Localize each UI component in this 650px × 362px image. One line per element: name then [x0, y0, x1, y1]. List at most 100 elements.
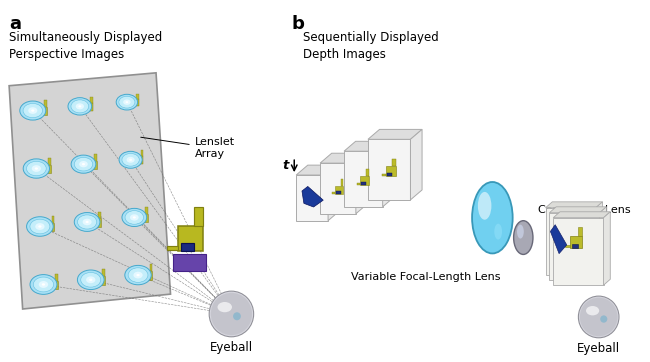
- Polygon shape: [328, 165, 340, 221]
- Ellipse shape: [71, 155, 96, 173]
- Polygon shape: [549, 207, 606, 213]
- Ellipse shape: [77, 215, 97, 229]
- Ellipse shape: [578, 296, 619, 338]
- Ellipse shape: [578, 296, 619, 337]
- Ellipse shape: [600, 315, 607, 323]
- Polygon shape: [98, 282, 103, 285]
- Polygon shape: [93, 283, 97, 284]
- Ellipse shape: [130, 214, 138, 220]
- Polygon shape: [136, 161, 140, 164]
- Ellipse shape: [517, 225, 524, 239]
- Polygon shape: [40, 113, 44, 115]
- Polygon shape: [93, 218, 101, 227]
- Polygon shape: [55, 274, 58, 281]
- Polygon shape: [103, 269, 105, 276]
- Ellipse shape: [81, 273, 101, 287]
- Polygon shape: [47, 228, 51, 231]
- Ellipse shape: [27, 217, 53, 236]
- Polygon shape: [46, 223, 55, 231]
- Polygon shape: [382, 174, 386, 176]
- Polygon shape: [49, 281, 58, 290]
- Polygon shape: [386, 167, 396, 176]
- Ellipse shape: [129, 159, 132, 161]
- Polygon shape: [129, 105, 132, 106]
- Polygon shape: [357, 183, 361, 185]
- Polygon shape: [551, 225, 567, 254]
- Ellipse shape: [211, 292, 252, 336]
- Polygon shape: [181, 243, 194, 252]
- Ellipse shape: [34, 167, 38, 170]
- Ellipse shape: [68, 98, 92, 115]
- Polygon shape: [174, 254, 206, 271]
- Polygon shape: [336, 191, 341, 194]
- Polygon shape: [168, 246, 178, 250]
- Polygon shape: [144, 271, 152, 280]
- Text: Variable Focal-Length Lens: Variable Focal-Length Lens: [351, 272, 500, 282]
- Ellipse shape: [125, 265, 151, 285]
- Ellipse shape: [30, 275, 57, 294]
- Polygon shape: [43, 171, 48, 173]
- Text: Eyeball: Eyeball: [210, 341, 253, 354]
- Ellipse shape: [119, 151, 142, 168]
- Polygon shape: [603, 212, 610, 285]
- Polygon shape: [393, 159, 396, 167]
- Polygon shape: [578, 227, 582, 236]
- Polygon shape: [320, 153, 367, 163]
- Ellipse shape: [86, 221, 88, 223]
- Ellipse shape: [127, 157, 135, 163]
- Polygon shape: [86, 108, 90, 111]
- Text: Sequentially Displayed
Depth Images: Sequentially Displayed Depth Images: [303, 31, 439, 61]
- Ellipse shape: [30, 219, 50, 234]
- Ellipse shape: [77, 270, 104, 290]
- Ellipse shape: [136, 274, 140, 276]
- Polygon shape: [35, 113, 38, 115]
- Ellipse shape: [472, 182, 513, 253]
- Polygon shape: [145, 277, 150, 280]
- Ellipse shape: [82, 163, 85, 165]
- Ellipse shape: [39, 281, 48, 288]
- Polygon shape: [132, 99, 138, 106]
- Polygon shape: [571, 244, 578, 248]
- Polygon shape: [48, 158, 51, 165]
- Ellipse shape: [42, 283, 45, 286]
- Ellipse shape: [89, 278, 92, 281]
- Ellipse shape: [79, 105, 81, 108]
- Ellipse shape: [71, 100, 89, 113]
- Polygon shape: [553, 218, 603, 285]
- Ellipse shape: [586, 306, 599, 315]
- Text: t: t: [282, 159, 289, 172]
- Ellipse shape: [32, 165, 41, 172]
- Ellipse shape: [27, 161, 46, 176]
- Ellipse shape: [128, 268, 148, 282]
- Polygon shape: [366, 169, 369, 176]
- Ellipse shape: [133, 216, 136, 219]
- Ellipse shape: [86, 276, 96, 283]
- Polygon shape: [9, 73, 170, 309]
- Polygon shape: [97, 276, 105, 285]
- Polygon shape: [94, 154, 97, 160]
- Polygon shape: [545, 202, 603, 208]
- Polygon shape: [133, 104, 136, 106]
- Ellipse shape: [31, 109, 34, 112]
- Polygon shape: [194, 207, 203, 227]
- Polygon shape: [341, 180, 343, 186]
- Text: Lenslet
Array: Lenslet Array: [141, 137, 235, 159]
- Polygon shape: [140, 219, 145, 222]
- Polygon shape: [383, 141, 395, 207]
- Ellipse shape: [122, 209, 147, 227]
- Polygon shape: [46, 287, 49, 289]
- Ellipse shape: [211, 293, 252, 335]
- Text: a: a: [9, 15, 21, 33]
- Polygon shape: [410, 129, 422, 200]
- Polygon shape: [51, 216, 55, 223]
- Polygon shape: [296, 175, 328, 221]
- Polygon shape: [387, 173, 393, 176]
- Polygon shape: [145, 207, 148, 214]
- Polygon shape: [89, 225, 93, 226]
- Polygon shape: [85, 167, 89, 168]
- Polygon shape: [302, 186, 323, 207]
- Ellipse shape: [74, 157, 93, 171]
- Ellipse shape: [33, 277, 53, 292]
- Polygon shape: [549, 213, 600, 280]
- Ellipse shape: [83, 219, 92, 225]
